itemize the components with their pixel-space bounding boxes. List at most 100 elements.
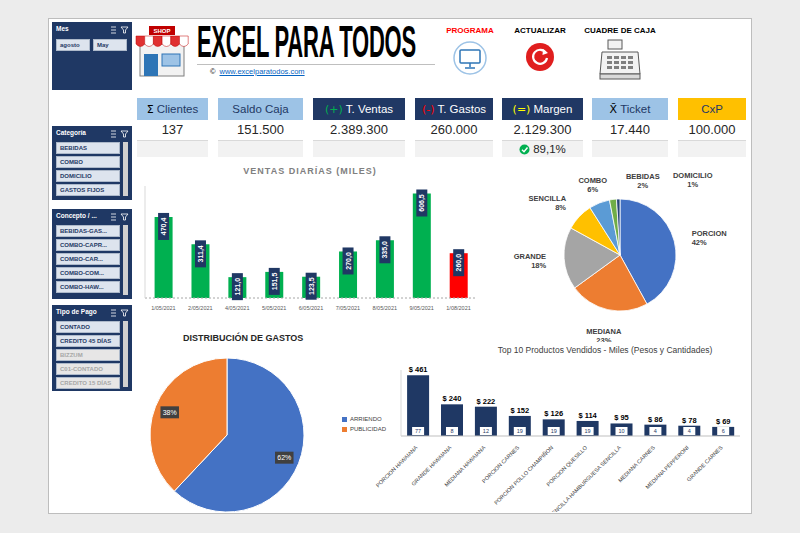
html-text:2.389.300: 2.389.300 — [330, 122, 388, 137]
svg-text:151,5: 151,5 — [271, 273, 279, 291]
html-text:(-) T. Gastos: (-) T. Gastos — [421, 102, 487, 116]
svg-text:$ 114: $ 114 — [578, 411, 597, 420]
html-text:(=) Margen: (=) Margen — [512, 102, 573, 116]
html-text:BEBIDAS: BEBIDAS — [60, 145, 87, 151]
svg-text:SENCILLA HAMBURGUESA SENCILLA: SENCILLA HAMBURGUESA SENCILLA — [548, 444, 622, 512]
html-text:BIZZUM: BIZZUM — [60, 352, 83, 358]
html-text:Top 10 Productos Vendidos - Mi: Top 10 Productos Vendidos - Miles (Pesos… — [497, 345, 713, 355]
svg-text:1/05/2021: 1/05/2021 — [151, 305, 175, 311]
html-text:COMBO-CAR...: COMBO-CAR... — [60, 256, 103, 262]
svg-text:19: 19 — [585, 428, 591, 434]
html-text:PROGRAMA: PROGRAMA — [446, 26, 494, 35]
html-text:17.440: 17.440 — [610, 122, 650, 137]
html-text:EXCEL PARA TODOS: EXCEL PARA TODOS — [197, 17, 416, 66]
html-text:89,1%: 89,1% — [533, 143, 566, 155]
svg-text:77: 77 — [415, 428, 421, 434]
svg-text:4/05/2021: 4/05/2021 — [225, 305, 249, 311]
html-text:agosto: agosto — [60, 42, 80, 48]
html-text:ACTUALIZAR: ACTUALIZAR — [514, 26, 566, 35]
svg-text:311,4: 311,4 — [197, 245, 205, 262]
html-text:CREDITO 45 DÍAS: CREDITO 45 DÍAS — [60, 338, 112, 344]
svg-text:470,4: 470,4 — [160, 218, 168, 236]
html-text:Categoría: Categoría — [56, 129, 86, 136]
html-text:151.500: 151.500 — [237, 122, 284, 137]
svg-text:38%: 38% — [163, 409, 177, 416]
html-text:May: May — [97, 42, 109, 48]
html-text:VENTAS DIARÍAS (MILES): VENTAS DIARÍAS (MILES) — [243, 166, 377, 176]
html-text:BEBIDAS-GAS...: BEBIDAS-GAS... — [60, 228, 107, 234]
svg-text:2/05/2021: 2/05/2021 — [188, 305, 212, 311]
svg-text:$ 222: $ 222 — [477, 397, 496, 406]
svg-text:$ 240: $ 240 — [443, 394, 462, 403]
html-text:(+) T. Ventas: (+) T. Ventas — [324, 102, 394, 116]
svg-text:4: 4 — [654, 428, 657, 434]
html-text:Saldo Caja: Saldo Caja — [232, 103, 289, 115]
svg-text:8: 8 — [450, 428, 453, 434]
svg-text:PORCION HAWAIANA: PORCION HAWAIANA — [374, 444, 419, 489]
svg-text:DOMICILIO1%: DOMICILIO1% — [673, 171, 713, 189]
svg-text:PORCION CARNES: PORCION CARNES — [481, 444, 521, 484]
svg-text:GRANDE HAWAIANA: GRANDE HAWAIANA — [410, 444, 453, 487]
svg-text:606,5: 606,5 — [418, 194, 426, 212]
svg-text:$ 126: $ 126 — [544, 409, 563, 418]
html-text:Concepto / ...: Concepto / ... — [56, 212, 97, 219]
html-text:X̄ Ticket: X̄ Ticket — [609, 102, 651, 116]
svg-text:1/08/2021: 1/08/2021 — [446, 305, 470, 311]
html-text:© www.excelparatodos.com: © www.excelparatodos.com — [210, 67, 305, 76]
svg-text:270,0: 270,0 — [345, 252, 353, 270]
html-text:DOMICILIO: DOMICILIO — [60, 173, 92, 179]
svg-text:7/05/2021: 7/05/2021 — [336, 305, 360, 311]
html-text:100.000: 100.000 — [688, 122, 736, 137]
svg-text:9/05/2021: 9/05/2021 — [409, 305, 433, 311]
svg-text:$ 86: $ 86 — [648, 415, 663, 424]
html-text:COMBO-CAPR...: COMBO-CAPR... — [60, 242, 107, 248]
svg-text:$ 461: $ 461 — [409, 365, 428, 374]
svg-text:6/05/2021: 6/05/2021 — [299, 305, 323, 311]
html-text:CONTADO: CONTADO — [60, 324, 90, 330]
html-text:2.129.300: 2.129.300 — [513, 122, 572, 137]
html-text:COMBO-COM...: COMBO-COM... — [60, 270, 104, 276]
svg-text:10: 10 — [618, 428, 624, 434]
html-text:137: 137 — [161, 122, 184, 137]
svg-text:19: 19 — [517, 428, 523, 434]
html-text:C01-CONTADO: C01-CONTADO — [60, 366, 103, 372]
svg-text:12: 12 — [483, 428, 489, 434]
html-text:Σ Clientes: Σ Clientes — [146, 102, 199, 116]
svg-text:19: 19 — [551, 428, 557, 434]
svg-text:PORCION POLLO CHAMPIÑON: PORCION POLLO CHAMPIÑON — [493, 444, 554, 505]
svg-text:BEBIDAS2%: BEBIDAS2% — [626, 172, 660, 190]
html-text:CUADRE DE CAJA: CUADRE DE CAJA — [584, 26, 656, 35]
svg-text:5/05/2021: 5/05/2021 — [262, 305, 286, 311]
svg-text:335,0: 335,0 — [381, 241, 389, 259]
svg-text:SHOP: SHOP — [153, 28, 170, 34]
svg-text:COMBO6%: COMBO6% — [578, 176, 607, 194]
html-text:COMBO: COMBO — [60, 159, 83, 165]
svg-text:$ 95: $ 95 — [614, 413, 629, 422]
html-text:260.000: 260.000 — [430, 122, 478, 137]
svg-text:8/05/2021: 8/05/2021 — [373, 305, 397, 311]
svg-text:GRANDE CARNES: GRANDE CARNES — [686, 444, 724, 482]
svg-text:PORCION42%: PORCION42% — [692, 229, 727, 247]
svg-text:MEDIANA HAWAIANA: MEDIANA HAWAIANA — [443, 444, 487, 488]
svg-text:GRANDE18%: GRANDE18% — [514, 252, 547, 270]
html-text:GASTOS FIJOS: GASTOS FIJOS — [60, 187, 105, 193]
svg-text:6: 6 — [722, 428, 725, 434]
html-text:Mes: Mes — [56, 25, 69, 32]
svg-text:PORCION QUESILLO: PORCION QUESILLO — [545, 444, 589, 488]
svg-text:MEDIANA PEPPERONI: MEDIANA PEPPERONI — [644, 444, 690, 490]
svg-text:4: 4 — [688, 428, 691, 434]
svg-text:62%: 62% — [277, 454, 291, 461]
svg-text:MEDIANA23%: MEDIANA23% — [586, 327, 622, 342]
html-text:DISTRIBUCIÓN DE GASTOS: DISTRIBUCIÓN DE GASTOS — [183, 333, 304, 343]
svg-text:$ 78: $ 78 — [682, 416, 697, 425]
svg-text:$ 69: $ 69 — [716, 417, 731, 426]
svg-text:$ 152: $ 152 — [510, 406, 529, 415]
html-text:Tipo de Pago: Tipo de Pago — [56, 308, 97, 315]
html-text:CxP: CxP — [701, 103, 723, 115]
svg-text:123,5: 123,5 — [308, 277, 316, 295]
svg-text:SENCILLA8%: SENCILLA8% — [529, 194, 567, 212]
html-text:COMBO-HAW...: COMBO-HAW... — [60, 284, 104, 290]
svg-text:MEDIANA CARNES: MEDIANA CARNES — [617, 444, 656, 483]
svg-text:121,0: 121,0 — [234, 278, 242, 296]
svg-text:260,0: 260,0 — [455, 254, 463, 272]
